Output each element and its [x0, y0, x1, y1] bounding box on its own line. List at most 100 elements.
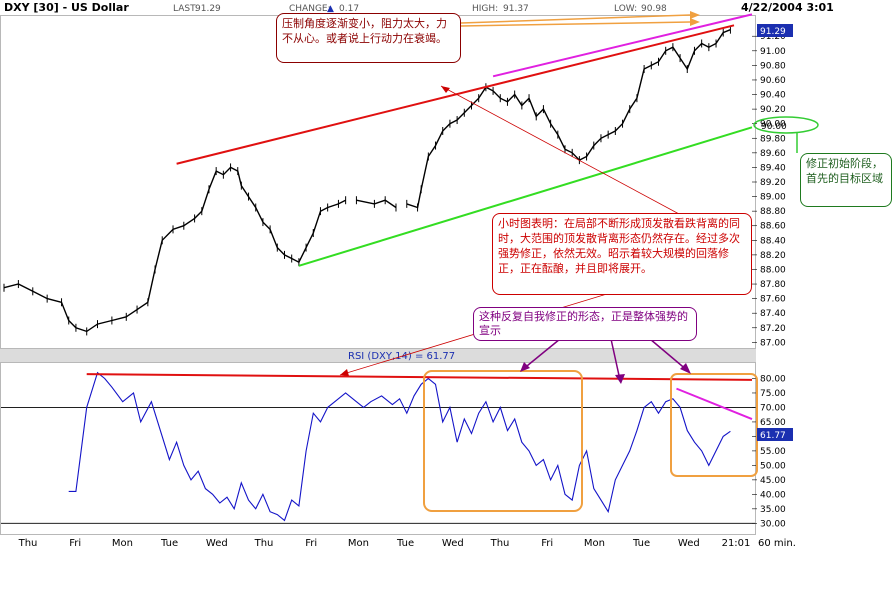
- annotation-hourly: 小时图表明：在局部不断形成顶发散看跌背离的同时，大范围的顶发散背离形态仍然存在。…: [492, 213, 752, 295]
- x-tick-label: Thu: [254, 538, 274, 549]
- trendline-rsi-upper-red: [86, 373, 753, 381]
- price-panel-frame: [0, 15, 756, 349]
- header-bar: [0, 0, 893, 15]
- rsi-y-tick-label: 75.00: [760, 389, 786, 399]
- x-tick-label: Mon: [584, 538, 605, 549]
- rsi-series-line: [68, 371, 731, 522]
- arrow-head-icon: [615, 374, 625, 384]
- top-note-arrow-1: [460, 14, 691, 24]
- x-tick-label: Mon: [348, 538, 369, 549]
- trendline-rsi-short-magenta: [676, 387, 753, 420]
- trendline-lower-support: [298, 126, 753, 267]
- x-unit-label: 60 min.: [758, 538, 796, 549]
- rsi-y-tick-label: 35.00: [760, 505, 786, 515]
- price-series-line: [356, 199, 397, 209]
- price-y-tick-label: 87.80: [760, 280, 786, 290]
- price-y-tick-label: 89.20: [760, 178, 786, 188]
- arrow-head-icon: [441, 86, 450, 93]
- target-zone-ellipse: [753, 116, 819, 134]
- symbol-title: DXY [30] - US Dollar: [4, 1, 129, 14]
- price-y-tick-label: 89.80: [760, 134, 786, 144]
- rsi-y-tick-label: 55.00: [760, 447, 786, 457]
- purple-arrow-3: [649, 338, 689, 372]
- price-y-tick-label: 90.00: [760, 120, 786, 130]
- last-label: LAST:: [173, 4, 198, 14]
- price-y-tick-label: 87.20: [760, 324, 786, 334]
- price-y-tick-label: 87.40: [760, 309, 786, 319]
- price-y-tick-label: 90.20: [760, 105, 786, 115]
- price-y-tick-label: 90.80: [760, 61, 786, 71]
- rsi-last-value: 61.77: [760, 431, 786, 441]
- datetime: 4/22/2004 3:01: [741, 1, 834, 14]
- price-y-tick-label: 87.00: [760, 338, 786, 348]
- arrow-head-icon: [340, 369, 349, 376]
- price-last-badge: [757, 24, 793, 37]
- arrow-head-icon: [690, 18, 700, 26]
- rsi-last-badge: [757, 428, 793, 441]
- arrow-head-icon: [680, 363, 691, 374]
- x-tick-label: Mon: [112, 538, 133, 549]
- x-tick-label: Fri: [69, 538, 81, 549]
- price-series-line: [406, 29, 731, 209]
- hourly-note-arrow-1: [440, 85, 721, 237]
- annotation-purple: 这种反复自我修正的形态，正是整体强势的宣示: [473, 307, 697, 341]
- x-tick-label: Fri: [541, 538, 553, 549]
- annotation-target: 修正初始阶段，首先的目标区域: [800, 153, 892, 207]
- change-label: CHANGE:: [289, 4, 331, 14]
- trendline-upper-resistance: [176, 24, 735, 165]
- rsi-y-tick-label: 45.00: [760, 476, 786, 486]
- last-value: 91.29: [195, 4, 221, 14]
- price-y-tick-label: 89.60: [760, 149, 786, 159]
- purple-arrow-2: [610, 338, 621, 381]
- x-tick-label: Wed: [206, 538, 228, 549]
- rsi-y-tick-label: 50.00: [760, 461, 786, 471]
- x-tick-label: Tue: [396, 538, 414, 549]
- high-value: 91.37: [503, 4, 529, 14]
- rsi-title-bar: [0, 349, 756, 362]
- x-tick-label: Thu: [490, 538, 510, 549]
- price-series-line: [3, 166, 346, 333]
- price-y-tick-label: 90.60: [760, 76, 786, 86]
- x-tick-label: Tue: [632, 538, 650, 549]
- rsi-y-tick-label: 65.00: [760, 418, 786, 428]
- top-note-arrow-2: [460, 21, 691, 27]
- rsi-y-tick-label: 80.00: [760, 374, 786, 384]
- trendline-upper-channel: [492, 13, 753, 78]
- price-y-tick-label: 88.00: [760, 265, 786, 275]
- high-label: HIGH:: [472, 4, 498, 14]
- price-y-tick-label: 88.40: [760, 236, 786, 246]
- annotation-top: 压制角度逐渐变小，阻力太大，力不从心。或者说上行动力在衰竭。: [276, 13, 461, 63]
- x-tick-label: Tue: [160, 538, 178, 549]
- x-tick-label: 21:01: [722, 538, 751, 549]
- low-value: 90.98: [641, 4, 667, 14]
- x-tick-label: Fri: [305, 538, 317, 549]
- rsi-divergence-box-1: [423, 370, 583, 512]
- arrow-head-icon: [520, 362, 530, 372]
- change-arrow-icon: ▲: [327, 4, 334, 14]
- purple-arrow-1: [521, 338, 561, 371]
- price-y-tick-label: 87.60: [760, 295, 786, 305]
- price-y-tick-label: 89.40: [760, 163, 786, 173]
- price-y-tick-label: 88.60: [760, 222, 786, 232]
- price-y-tick-label: 90.40: [760, 91, 786, 101]
- low-label: LOW:: [614, 4, 637, 14]
- arrow-head-icon: [690, 11, 700, 19]
- price-y-tick-label: 88.20: [760, 251, 786, 261]
- rsi-y-tick-label: 40.00: [760, 490, 786, 500]
- x-tick-label: Wed: [442, 538, 464, 549]
- rsi-y-tick-label: 70.00: [760, 403, 786, 413]
- target-zone-label: 90.00: [761, 122, 787, 132]
- rsi-divergence-box-2: [670, 373, 758, 477]
- price-y-tick-label: 91.20: [760, 32, 786, 42]
- x-tick-label: Wed: [678, 538, 700, 549]
- rsi-y-tick-label: 30.00: [760, 519, 786, 529]
- price-y-tick-label: 88.80: [760, 207, 786, 217]
- price-last-value: 91.29: [760, 27, 786, 37]
- price-y-tick-label: 89.00: [760, 193, 786, 203]
- price-y-tick-label: 91.00: [760, 47, 786, 57]
- x-tick-label: Thu: [18, 538, 38, 549]
- change-value: 0.17: [339, 4, 359, 14]
- rsi-panel-frame: [0, 362, 756, 535]
